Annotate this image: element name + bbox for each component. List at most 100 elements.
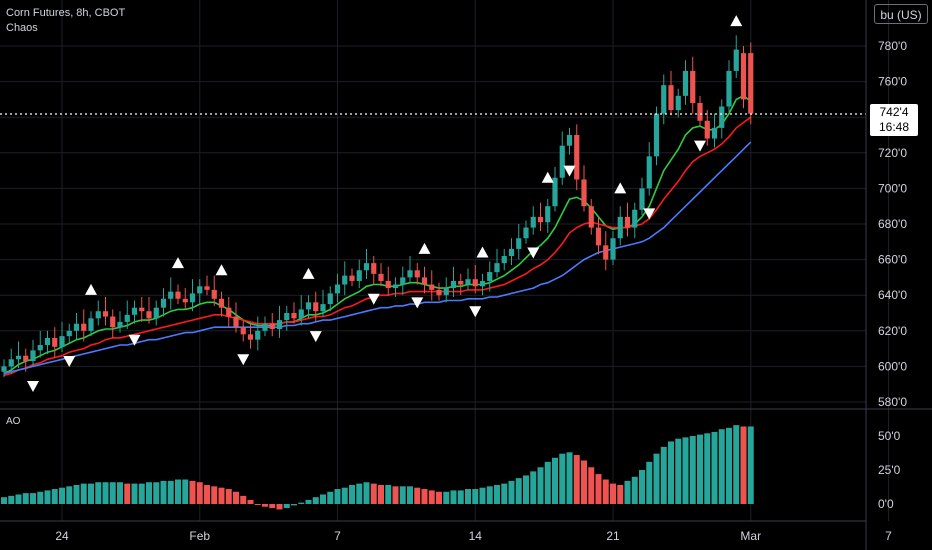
candle-body bbox=[595, 227, 602, 246]
candle-body bbox=[566, 135, 573, 146]
candle-body bbox=[262, 323, 268, 331]
fractal-markers bbox=[27, 15, 743, 392]
ao-bar bbox=[167, 480, 174, 504]
candle-body bbox=[276, 320, 283, 330]
ao-bar bbox=[486, 486, 493, 504]
ao-bar bbox=[66, 486, 73, 504]
candle-body bbox=[632, 209, 638, 228]
candle-body bbox=[218, 298, 225, 308]
price-axis[interactable]: 780'0760'0740'0720'0700'0680'0660'0640'0… bbox=[878, 39, 907, 409]
ao-bar bbox=[624, 480, 631, 504]
ao-bar bbox=[189, 480, 196, 504]
ao-bar bbox=[537, 467, 544, 504]
ao-bar bbox=[407, 486, 413, 504]
ao-bar bbox=[689, 436, 696, 504]
candle-body bbox=[327, 293, 333, 305]
candle-body bbox=[537, 216, 544, 223]
candle-body bbox=[356, 270, 362, 281]
candle-body bbox=[110, 316, 116, 328]
ao-bar bbox=[254, 504, 261, 505]
price-tick-label: 660'0 bbox=[878, 253, 907, 267]
candle-body bbox=[284, 313, 290, 321]
ao-axis[interactable]: 50'0 25'0 0'0 bbox=[878, 429, 901, 511]
candle-body bbox=[139, 307, 145, 312]
candle-body bbox=[247, 334, 254, 340]
price-tick-label: 600'0 bbox=[878, 359, 907, 373]
ao-bar bbox=[573, 455, 580, 504]
ao-bar bbox=[530, 471, 537, 504]
candle-body bbox=[233, 316, 239, 328]
ao-bar bbox=[44, 490, 51, 504]
unit-button[interactable]: bu (US) bbox=[874, 4, 928, 24]
candle-body bbox=[197, 286, 203, 294]
time-tick-label: 24 bbox=[55, 529, 69, 543]
candle-body bbox=[189, 293, 196, 303]
ao-bar bbox=[182, 479, 189, 504]
candle-body bbox=[508, 248, 515, 257]
candle-body bbox=[443, 288, 449, 296]
time-tick-label: 21 bbox=[606, 529, 620, 543]
candle-body bbox=[400, 277, 406, 285]
ao-bar bbox=[501, 483, 508, 504]
candle-body bbox=[363, 263, 370, 271]
ao-histogram bbox=[1, 425, 754, 510]
fractal-down-marker bbox=[469, 306, 482, 318]
ao-bar bbox=[581, 460, 587, 504]
ao-bar bbox=[370, 483, 377, 504]
bar-countdown: 16:48 bbox=[878, 120, 910, 134]
ao-bar bbox=[508, 480, 515, 504]
candle-body bbox=[226, 307, 232, 317]
ao-bar bbox=[747, 426, 754, 504]
ao-bar bbox=[646, 461, 653, 504]
ao-bar bbox=[602, 479, 609, 504]
candle-body bbox=[1, 366, 7, 372]
candle-body bbox=[501, 256, 507, 264]
ao-bar bbox=[450, 490, 457, 504]
candle-body bbox=[450, 280, 457, 289]
candle-body bbox=[320, 304, 326, 312]
ao-tick-label: 0'0 bbox=[878, 497, 894, 511]
candle-body bbox=[73, 323, 80, 331]
candle-body bbox=[30, 350, 36, 362]
ao-bar bbox=[8, 495, 15, 504]
ao-bar bbox=[204, 484, 210, 504]
ao-bar bbox=[523, 475, 529, 504]
ao-bar bbox=[225, 489, 232, 504]
indicator-label[interactable]: Chaos bbox=[6, 22, 38, 34]
ao-bar bbox=[385, 484, 392, 504]
ao-bar bbox=[298, 502, 305, 504]
ao-bar bbox=[465, 489, 471, 504]
ao-bar bbox=[51, 489, 58, 504]
candle-body bbox=[66, 330, 72, 337]
ao-bar bbox=[80, 483, 87, 504]
candle-body bbox=[690, 70, 696, 103]
symbol-title[interactable]: Corn Futures, 8h, CBOT bbox=[6, 7, 126, 19]
candle-body bbox=[624, 216, 631, 228]
ao-bar bbox=[552, 457, 558, 504]
candle-body bbox=[392, 284, 399, 289]
ao-bar bbox=[211, 486, 218, 504]
candle-body bbox=[102, 311, 109, 317]
price-tick-label: 760'0 bbox=[878, 75, 907, 89]
time-tick-label: 14 bbox=[469, 529, 483, 543]
fractal-down-marker bbox=[63, 356, 76, 368]
candle-body bbox=[523, 227, 529, 239]
ao-bar bbox=[22, 493, 29, 504]
candle-body bbox=[255, 330, 261, 340]
ao-bar bbox=[588, 467, 595, 504]
candle-body bbox=[545, 206, 551, 223]
candle-body bbox=[291, 313, 297, 319]
candle-body bbox=[269, 323, 275, 330]
ao-pane-label[interactable]: AO bbox=[6, 416, 21, 427]
candle-body bbox=[487, 272, 493, 281]
time-tick-label: Feb bbox=[189, 529, 210, 543]
time-axis[interactable]: 24 Feb 7 14 21 Mar 7 bbox=[55, 529, 892, 543]
ao-bar bbox=[595, 474, 602, 504]
fractal-up-marker bbox=[614, 182, 627, 194]
fractal-up-marker bbox=[476, 246, 489, 258]
mid-line bbox=[3, 116, 752, 377]
ao-bar bbox=[653, 453, 660, 504]
candle-body bbox=[298, 309, 304, 319]
ao-bar bbox=[247, 499, 254, 504]
candle-body bbox=[748, 53, 754, 114]
